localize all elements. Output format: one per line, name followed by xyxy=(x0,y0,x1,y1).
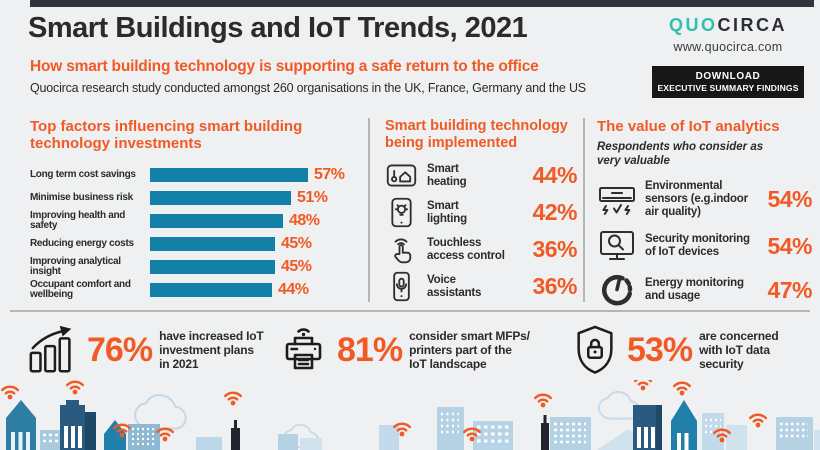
section-top-factors: Top factors influencing smart building t… xyxy=(30,118,362,302)
item-label: Smart heating xyxy=(427,162,467,188)
bar xyxy=(150,260,275,274)
highlight-security: 53% are concerned with IoT data security xyxy=(570,323,800,377)
bar-label: Reducing energy costs xyxy=(30,237,134,249)
touchless-access-icon xyxy=(394,238,412,264)
bar-row: Minimise business risk 51% xyxy=(30,187,362,210)
item-value: 42% xyxy=(532,199,577,226)
shield-lock-icon xyxy=(577,325,613,374)
voice-assistant-icon xyxy=(393,272,410,302)
item-value: 36% xyxy=(532,236,577,263)
section-iot-analytics: The value of IoT analytics Respondents w… xyxy=(597,118,812,312)
wifi-icon xyxy=(0,385,19,401)
bar-value: 57% xyxy=(314,166,345,183)
smart-lighting-icon xyxy=(391,198,412,228)
item-label: Voice assistants xyxy=(427,273,482,299)
bar-row: Improving health and safety 48% xyxy=(30,210,362,233)
download-button[interactable]: DOWNLOAD EXECUTIVE SUMMARY FINDINGS xyxy=(652,66,804,98)
item-label: Security monitoring of IoT devices xyxy=(645,233,750,259)
download-button-line2: EXECUTIVE SUMMARY FINDINGS xyxy=(657,83,799,93)
top-accent-bar xyxy=(30,0,814,7)
bar-chart: Long term cost savings 57% Minimise busi… xyxy=(30,164,362,302)
bar-value: 44% xyxy=(278,281,309,298)
list-item: Environmental sensors (e.g.indoor air qu… xyxy=(597,175,812,224)
highlight-text: are concerned with IoT data security xyxy=(699,328,779,372)
energy-monitoring-icon xyxy=(601,275,633,306)
item-value: 36% xyxy=(532,273,577,300)
wifi-icon xyxy=(749,413,767,429)
wifi-icon xyxy=(673,381,691,397)
wifi-icon xyxy=(65,380,85,396)
section-subheading-analytics: Respondents who consider as very valuabl… xyxy=(597,141,764,168)
bar-value: 45% xyxy=(281,235,312,252)
section-implemented: Smart building technology being implemen… xyxy=(385,118,577,305)
item-value: 44% xyxy=(532,162,577,189)
bar-row: Occupant comfort and wellbeing 44% xyxy=(30,279,362,302)
highlight-value: 53% xyxy=(627,330,693,369)
bar xyxy=(150,237,275,251)
item-label: Energy monitoring and usage xyxy=(645,277,744,303)
bar-label: Improving health and safety xyxy=(30,209,126,231)
section-heading-factors: Top factors influencing smart building t… xyxy=(30,118,303,153)
bar xyxy=(150,283,272,297)
bar-label: Long term cost savings xyxy=(30,168,136,180)
list-item: Voice assistants 36% xyxy=(385,268,577,305)
list-item: Smart heating 44% xyxy=(385,157,577,194)
list-item: Security monitoring of IoT devices 54% xyxy=(597,224,812,268)
bar xyxy=(150,214,283,228)
list-item: Smart lighting 42% xyxy=(385,194,577,231)
city-skyline-illustration xyxy=(0,380,820,450)
security-monitoring-icon xyxy=(600,231,634,261)
bar-label: Improving analytical insight xyxy=(30,255,121,277)
bar-row: Improving analytical insight 45% xyxy=(30,256,362,279)
bar-value: 48% xyxy=(289,212,320,229)
highlight-text: consider smart MFPs/ printers part of th… xyxy=(409,328,530,372)
study-description: Quocirca research study conducted amongs… xyxy=(30,81,586,95)
bar-value: 51% xyxy=(297,189,328,206)
item-value: 54% xyxy=(767,232,812,259)
bar xyxy=(150,191,291,205)
download-button-line1: DOWNLOAD xyxy=(695,71,761,82)
page-title: Smart Buildings and IoT Trends, 2021 xyxy=(28,12,528,44)
logo-wordmark: QUOCIRCA xyxy=(648,15,808,36)
vertical-divider-1 xyxy=(368,118,370,302)
wifi-icon xyxy=(223,391,243,407)
bar-value: 45% xyxy=(281,258,312,275)
wifi-icon xyxy=(634,380,652,392)
item-label: Touchless access control xyxy=(427,236,505,262)
bar-label: Occupant comfort and wellbeing xyxy=(30,278,131,300)
highlight-investment: 76% have increased IoT investment plans … xyxy=(26,324,278,376)
bar-row: Long term cost savings 57% xyxy=(30,164,362,187)
printer-icon xyxy=(285,328,322,370)
logo-part-quo: QUO xyxy=(668,15,718,35)
bar xyxy=(150,168,308,182)
website-link[interactable]: www.quocirca.com xyxy=(673,40,783,54)
highlight-value: 76% xyxy=(87,330,153,369)
quocirca-logo: QUOCIRCA www.quocirca.com xyxy=(648,15,808,54)
growth-chart-icon xyxy=(29,325,72,373)
horizontal-divider xyxy=(10,310,810,312)
section-heading-implemented: Smart building technology being implemen… xyxy=(385,118,568,151)
logo-part-circa: CIRCA xyxy=(717,15,787,35)
environmental-sensor-icon xyxy=(599,186,635,215)
highlight-value: 81% xyxy=(337,330,403,369)
list-item: Energy monitoring and usage 47% xyxy=(597,268,812,312)
vertical-divider-2 xyxy=(583,118,585,302)
wifi-icon xyxy=(534,393,552,409)
list-item: Touchless access control 36% xyxy=(385,231,577,268)
bar-label: Minimise business risk xyxy=(30,191,133,203)
item-value: 54% xyxy=(767,186,812,213)
item-value: 47% xyxy=(767,276,812,303)
highlight-stats-row: 76% have increased IoT investment plans … xyxy=(26,319,808,381)
bar-row: Reducing energy costs 45% xyxy=(30,233,362,256)
item-label: Smart lighting xyxy=(427,199,467,225)
highlight-text: have increased IoT investment plans in 2… xyxy=(159,328,264,372)
subtitle: How smart building technology is support… xyxy=(30,58,539,75)
section-heading-analytics: The value of IoT analytics xyxy=(597,118,780,135)
highlight-printers: 81% consider smart MFPs/ printers part o… xyxy=(278,324,570,376)
item-label: Environmental sensors (e.g.indoor air qu… xyxy=(645,180,748,219)
smart-heating-icon xyxy=(386,164,417,187)
cloud-icon xyxy=(134,394,187,430)
